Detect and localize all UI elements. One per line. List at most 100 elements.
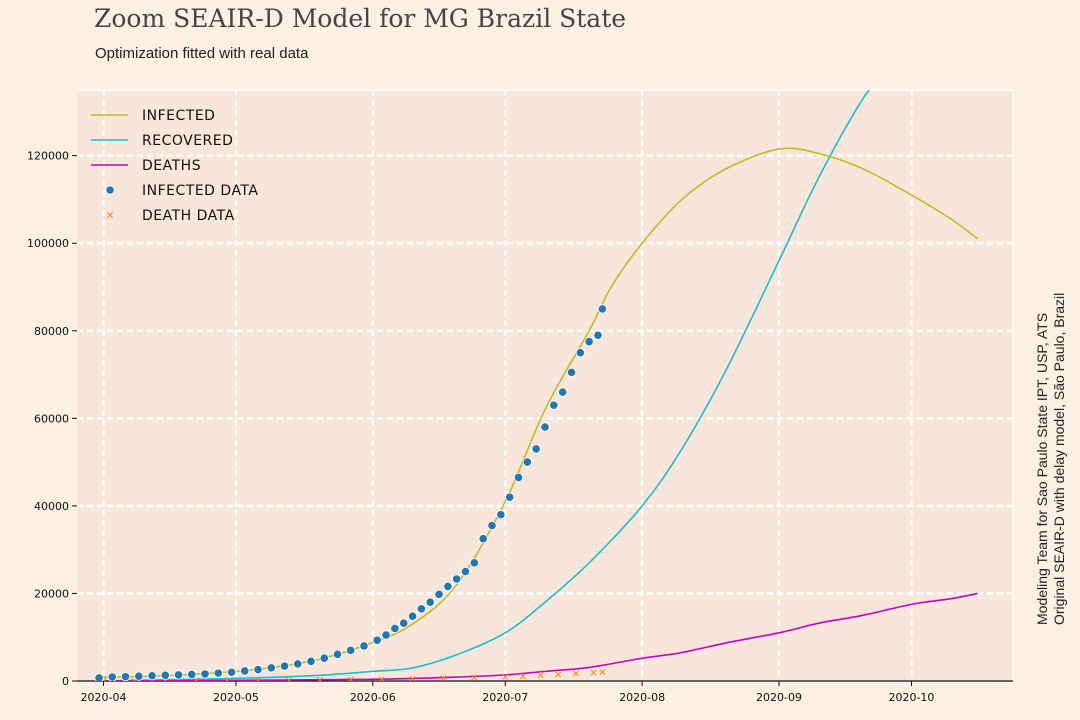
x-marker-stroke <box>555 671 562 678</box>
data-point-infected-data <box>359 641 369 651</box>
legend-label-deaths: DEATHS <box>142 158 201 174</box>
x-marker-stroke <box>348 676 354 681</box>
series-layer <box>94 90 979 681</box>
data-point-infected-data <box>549 400 559 410</box>
x-tick-label: 2020-04 <box>81 691 127 704</box>
y-tick-label: 40000 <box>34 500 69 513</box>
legend: INFECTED RECOVERED DEATHS INFECTED DATA DEAT… <box>91 108 258 224</box>
y-tick-label: 20000 <box>34 587 69 600</box>
data-point-infected-data <box>460 566 471 577</box>
data-point-infected-data <box>531 444 541 454</box>
legend-label-infected-data: INFECTED DATA <box>142 183 258 199</box>
x-marker-stroke <box>519 673 526 680</box>
data-point-infected-data <box>399 618 409 628</box>
x-marker-stroke <box>440 675 447 681</box>
data-point-infected-data <box>293 659 303 669</box>
data-point-infected-data <box>346 645 356 655</box>
legend-swatch-infected-data <box>105 185 115 195</box>
data-point-death-data <box>572 670 579 677</box>
data-point-infected-data <box>513 472 524 483</box>
plot-area <box>77 90 1013 681</box>
legend-label-death-data: DEATH DATA <box>142 208 235 224</box>
x-tick-label: 2020-06 <box>350 691 396 704</box>
x-marker-stroke <box>537 672 544 679</box>
data-point-infected-data <box>213 668 223 678</box>
data-point-infected-data <box>558 387 568 397</box>
data-point-infected-data <box>584 337 594 347</box>
data-point-infected-data <box>173 670 184 680</box>
data-point-infected-data <box>120 672 131 681</box>
x-tick-label: 2020-05 <box>213 691 259 704</box>
x-marker-stroke <box>409 675 416 681</box>
data-point-death-data <box>537 672 544 679</box>
x-tick-label: 2020-08 <box>619 691 665 704</box>
data-point-infected-data <box>226 667 237 677</box>
data-point-death-data <box>193 677 200 681</box>
x-tick-label: 2020-10 <box>888 691 934 704</box>
legend-swatch-death-data <box>107 212 113 218</box>
x-marker-stroke <box>256 677 261 681</box>
data-point-death-data <box>471 674 478 681</box>
x-marker-stroke <box>502 673 509 680</box>
data-point-infected-data <box>505 492 515 502</box>
credits-note: Modeling Team for Sao Paulo State IPT, U… <box>1034 265 1068 625</box>
credits-line-1: Modeling Team for Sao Paulo State IPT, U… <box>1034 312 1050 625</box>
data-point-death-data <box>599 669 606 675</box>
data-point-infected-data <box>469 558 479 568</box>
data-point-infected-data <box>319 653 329 663</box>
data-point-death-data <box>555 671 562 678</box>
data-point-infected-data <box>496 510 506 520</box>
x-marker-stroke <box>590 669 597 676</box>
data-point-infected-data <box>147 671 157 681</box>
data-point-infected-data <box>240 666 250 676</box>
x-marker-stroke <box>225 677 231 681</box>
data-point-infected-data <box>160 670 170 680</box>
data-point-infected-data <box>94 673 104 681</box>
data-point-death-data <box>409 675 416 681</box>
data-point-infected-data <box>332 649 343 659</box>
data-point-infected-data <box>134 671 144 681</box>
y-tick-label: 80000 <box>34 325 69 338</box>
data-point-infected-data <box>575 348 585 358</box>
data-point-death-data <box>347 676 354 681</box>
data-point-infected-data <box>372 635 382 645</box>
data-point-infected-data <box>522 457 532 467</box>
data-point-infected-data <box>200 669 210 679</box>
x-marker-stroke <box>102 677 107 681</box>
x-marker-stroke <box>195 677 200 681</box>
legend-label-infected: INFECTED <box>142 108 215 124</box>
x-marker-stroke <box>379 676 385 681</box>
data-point-infected-data <box>390 623 400 634</box>
data-point-death-data <box>502 673 509 680</box>
y-tick-label: 120000 <box>27 150 69 163</box>
series-line-recovered <box>94 90 871 681</box>
x-marker-stroke <box>317 676 323 681</box>
data-point-death-data <box>378 676 385 681</box>
data-point-infected-data <box>187 669 197 680</box>
legend-label-recovered: RECOVERED <box>142 133 233 149</box>
chart-subtitle: Optimization fitted with real data <box>95 45 309 62</box>
data-point-infected-data <box>407 611 418 621</box>
x-marker-stroke <box>287 677 292 681</box>
data-point-infected-data <box>434 589 444 599</box>
data-point-infected-data <box>279 661 290 671</box>
data-point-death-data <box>590 669 597 676</box>
data-point-death-data <box>224 677 231 681</box>
series-line-deaths <box>94 592 978 681</box>
axes: 2020-04 2020-05 2020-06 2020-07 2020-08 2020-… <box>27 89 1014 704</box>
data-point-infected-data <box>593 330 603 340</box>
data-point-infected-data <box>443 581 453 592</box>
data-point-infected-data <box>597 304 607 314</box>
data-point-infected-data <box>478 534 488 544</box>
chart-title: Zoom SEAIR-D Model for MG Brazil State <box>94 4 627 33</box>
credits-line-2: Original SEAIR-D with delay model, São P… <box>1051 292 1067 625</box>
x-marker-stroke <box>599 669 606 675</box>
data-point-infected-data <box>253 665 263 675</box>
data-point-infected-data <box>540 422 550 432</box>
x-tick-label: 2020-07 <box>482 691 528 704</box>
data-point-death-data <box>255 677 261 681</box>
data-point-death-data <box>440 675 447 681</box>
data-point-infected-data <box>381 630 391 640</box>
data-point-infected-data <box>452 574 462 584</box>
data-point-infected-data <box>416 604 426 614</box>
